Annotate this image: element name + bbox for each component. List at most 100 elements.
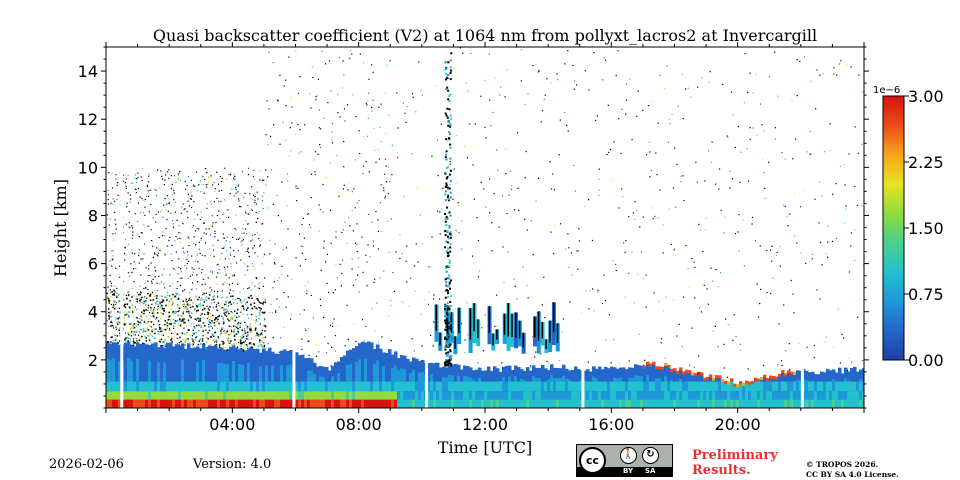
aerosol-speck <box>159 338 161 341</box>
noise-speck <box>440 123 442 125</box>
noise-speck <box>431 236 433 238</box>
noise-speck <box>737 125 739 128</box>
aerosol-speck <box>223 308 226 311</box>
aerosol-speck <box>261 345 263 348</box>
bl-band <box>133 399 137 408</box>
noise-speck <box>373 127 375 129</box>
noise-speck <box>131 287 133 289</box>
bl-band <box>592 381 596 392</box>
plume-speck <box>446 255 449 258</box>
noise-speck <box>518 209 520 211</box>
noise-speck <box>192 225 195 227</box>
bl-band <box>649 376 653 382</box>
bl-band <box>118 360 122 382</box>
aerosol-speck <box>116 318 118 321</box>
noise-speck <box>361 236 363 238</box>
noise-speck <box>251 209 253 212</box>
cloud-top-edge <box>688 370 692 374</box>
noise-speck <box>274 243 276 245</box>
bl-band <box>271 399 275 408</box>
noise-speck <box>477 240 480 242</box>
noise-speck <box>415 188 418 190</box>
bl-band <box>589 399 593 408</box>
noise-speck <box>258 245 261 247</box>
bl-band <box>412 391 416 400</box>
noise-speck <box>842 337 845 339</box>
aerosol-speck <box>239 342 242 345</box>
bl-band <box>397 391 401 400</box>
noise-speck <box>341 231 343 234</box>
noise-speck <box>230 310 232 313</box>
bl-band <box>220 399 224 408</box>
noise-speck <box>827 225 829 227</box>
bl-band <box>709 399 713 408</box>
bl-band <box>169 359 173 382</box>
noise-speck <box>648 105 650 107</box>
plume-speck <box>445 341 448 344</box>
noise-speck <box>330 90 332 92</box>
noise-speck <box>342 60 344 62</box>
noise-speck <box>783 304 785 306</box>
plume-speck <box>446 77 449 80</box>
noise-speck <box>351 209 353 212</box>
noise-speck <box>573 88 575 90</box>
noise-speck <box>526 284 528 286</box>
bl-band <box>115 391 119 400</box>
bl-band <box>703 381 707 392</box>
noise-speck <box>322 183 324 186</box>
noise-speck <box>240 322 242 324</box>
noise-speck <box>702 250 704 252</box>
aerosol-speck <box>202 293 204 296</box>
noise-speck <box>222 213 224 215</box>
bl-band <box>145 381 149 392</box>
bl-band <box>505 391 509 400</box>
noise-speck <box>312 317 314 319</box>
bl-band <box>691 399 695 408</box>
colorbar-gradient <box>882 95 905 361</box>
bl-band <box>598 391 602 400</box>
noise-speck <box>349 58 351 60</box>
plume-speck <box>444 267 447 270</box>
bl-band <box>388 399 392 408</box>
noise-speck <box>295 185 297 187</box>
plume-speck <box>444 309 447 312</box>
bl-band <box>145 391 149 400</box>
bl-band <box>709 381 713 392</box>
bl-band <box>331 376 335 382</box>
bl-band <box>262 399 266 408</box>
aerosol-speck <box>230 318 232 321</box>
noise-speck <box>225 273 227 275</box>
aerosol-speck <box>198 340 200 342</box>
bl-band <box>340 391 344 400</box>
bl-band <box>586 378 590 382</box>
noise-speck <box>138 298 140 300</box>
aerosol-speck <box>136 317 139 319</box>
noise-speck <box>529 365 532 367</box>
aerosol-speck <box>203 325 206 327</box>
bl-band <box>343 399 347 408</box>
bl-band <box>628 377 632 382</box>
noise-speck <box>123 180 125 182</box>
bl-band <box>646 399 650 408</box>
bl-band <box>124 399 128 408</box>
aerosol-speck <box>259 341 262 344</box>
noise-speck <box>209 255 212 257</box>
aerosol-speck <box>132 311 134 313</box>
noise-speck <box>188 260 190 262</box>
plume-speck <box>448 122 451 125</box>
aerosol-speck <box>207 337 209 340</box>
noise-speck <box>504 148 507 150</box>
noise-speck <box>644 359 646 361</box>
bl-band <box>631 391 635 400</box>
noise-speck <box>806 346 809 348</box>
noise-speck <box>134 263 136 265</box>
noise-speck <box>854 126 856 128</box>
noise-speck <box>618 207 620 209</box>
noise-speck <box>634 218 636 221</box>
bl-band <box>562 391 566 400</box>
noise-speck <box>140 315 142 317</box>
noise-speck <box>171 194 174 196</box>
noise-speck <box>676 335 678 337</box>
plume-speck <box>450 340 453 343</box>
noise-speck <box>529 296 532 298</box>
